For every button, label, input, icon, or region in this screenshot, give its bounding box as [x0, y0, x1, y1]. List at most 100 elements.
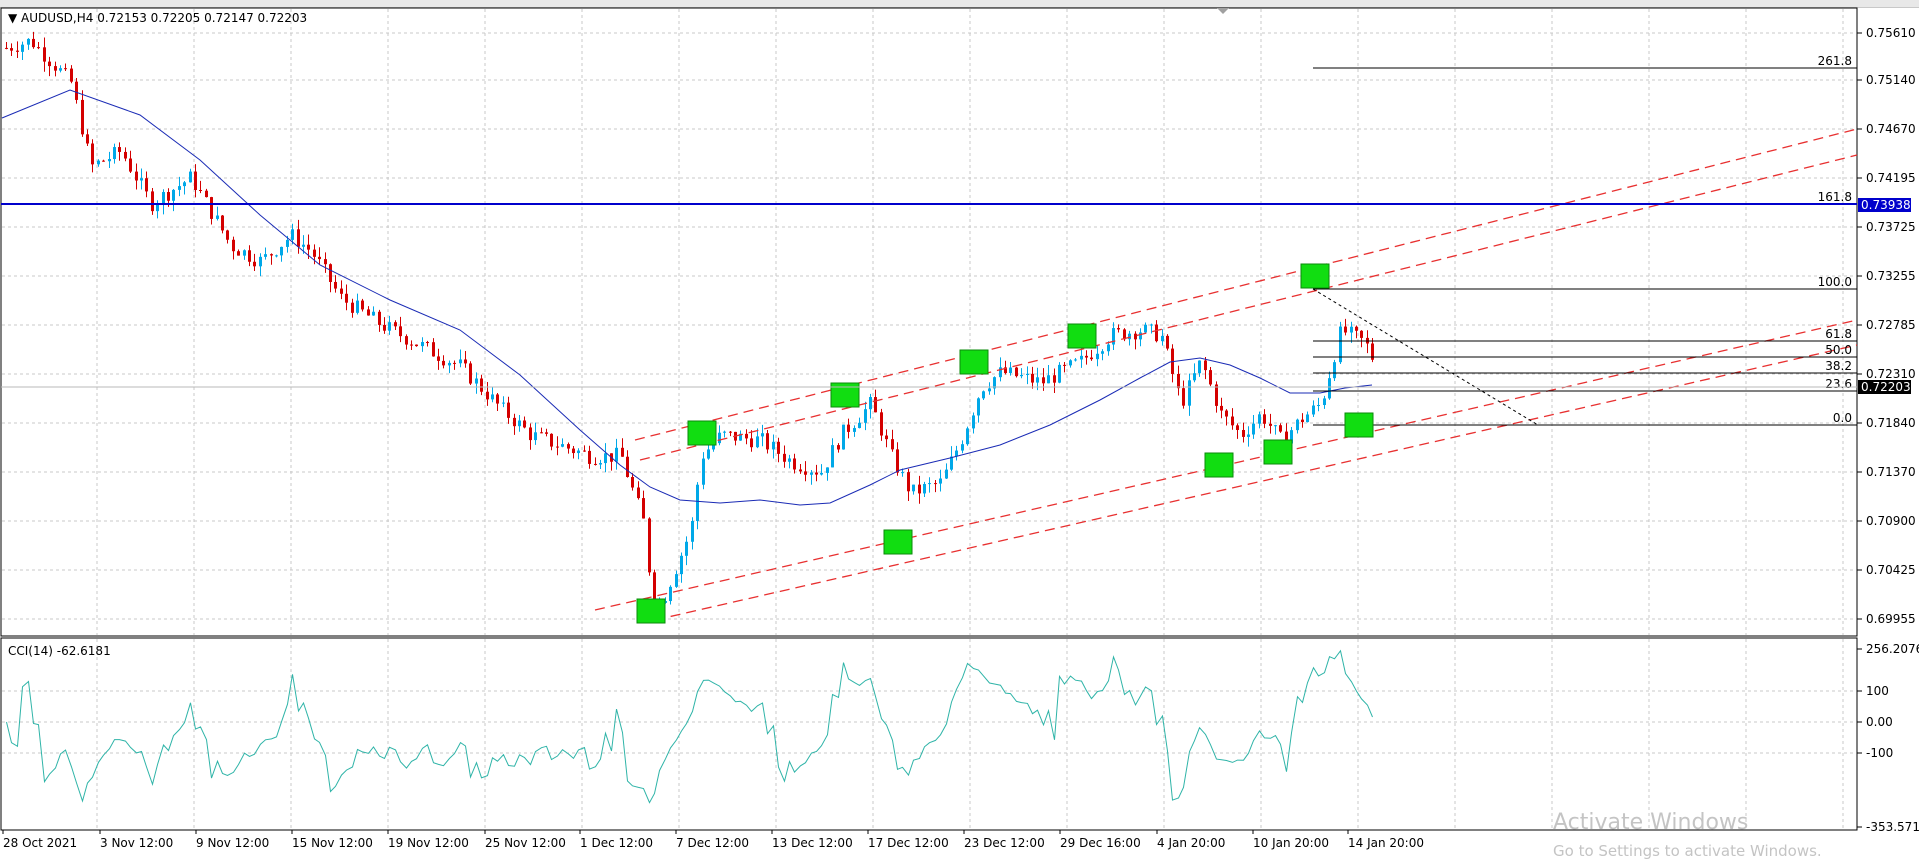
- cci-indicator-pane[interactable]: CCI(14) -62.6181: [0, 637, 1858, 831]
- candle-body: [226, 230, 229, 240]
- candle-body: [1231, 416, 1234, 426]
- candlesticks: [5, 31, 1374, 621]
- candle-body: [1333, 362, 1336, 379]
- candle-body: [1096, 353, 1099, 360]
- candle-body: [1301, 419, 1304, 423]
- candle-body: [1004, 367, 1007, 374]
- time-axis-label: 9 Nov 12:00: [196, 836, 269, 850]
- candle-body: [1134, 333, 1137, 340]
- candle-body: [108, 159, 111, 162]
- candle-body: [318, 256, 321, 260]
- candle-body: [16, 50, 19, 52]
- candle-body: [950, 456, 953, 470]
- time-axis[interactable]: 28 Oct 2021 3 Nov 12:00 9 Nov 12:00 15 Nov …: [2, 830, 1424, 850]
- candle-body: [172, 189, 175, 201]
- candle-body: [118, 147, 121, 152]
- candle-body: [626, 456, 629, 478]
- candle-body: [826, 467, 829, 473]
- activate-windows-subtitle: Go to Settings to activate Windows.: [1553, 842, 1822, 860]
- candle-body: [54, 66, 57, 71]
- candle-body: [939, 478, 942, 484]
- candle-body: [237, 251, 240, 256]
- candle-body: [901, 472, 904, 474]
- candle-body: [64, 68, 67, 70]
- candle-body: [275, 255, 278, 257]
- candle-body: [378, 311, 381, 325]
- candle-body: [421, 342, 424, 347]
- pivot-marker: [1344, 412, 1374, 438]
- candle-body: [723, 431, 726, 433]
- candle-body: [178, 186, 181, 190]
- candle-body: [243, 250, 246, 256]
- candle-body: [880, 412, 883, 436]
- candle-body: [469, 363, 472, 384]
- pivot-marker: [1204, 452, 1234, 478]
- pivot-marker: [636, 598, 666, 624]
- candle-body: [1296, 419, 1299, 431]
- candle-body: [604, 453, 607, 464]
- candle-body: [653, 572, 656, 611]
- candle-body: [550, 433, 553, 447]
- fib-level-label: 23.6: [1825, 377, 1852, 391]
- candle-body: [1058, 364, 1061, 383]
- price-axis-label: 0.74195: [1866, 171, 1916, 185]
- candle-body: [383, 324, 386, 331]
- candle-body: [1344, 326, 1347, 333]
- candle-body: [750, 438, 753, 448]
- fib-level-label: 261.8: [1818, 54, 1852, 68]
- scroll-marker-icon[interactable]: [1217, 8, 1229, 14]
- candle-body: [977, 398, 980, 416]
- fib-trend-line[interactable]: [1312, 288, 1539, 426]
- channel-line[interactable]: [639, 154, 1858, 461]
- candle-body: [934, 483, 937, 485]
- candle-body: [1177, 373, 1180, 389]
- candle-body: [70, 68, 73, 82]
- candle-body: [491, 394, 494, 400]
- candle-body: [675, 574, 678, 587]
- candle-body: [669, 586, 672, 602]
- candle-body: [145, 178, 148, 192]
- fib-level-label: 161.8: [1818, 190, 1852, 204]
- price-axis-label: 0.70425: [1866, 563, 1916, 577]
- candle-body: [496, 394, 499, 404]
- dropdown-triangle-icon[interactable]: ▼: [8, 11, 21, 25]
- time-axis-label: 14 Jan 20:00: [1348, 836, 1424, 850]
- candle-body: [37, 47, 40, 49]
- pivot-marker: [959, 349, 989, 375]
- candle-body: [324, 259, 327, 265]
- candle-body: [334, 281, 337, 289]
- candle-body: [745, 433, 748, 439]
- candle-body: [702, 458, 705, 485]
- pivot-marker: [687, 420, 717, 446]
- candle-body: [1312, 405, 1315, 415]
- candle-body: [599, 463, 602, 465]
- candle-body: [27, 38, 30, 45]
- candle-body: [367, 309, 370, 316]
- time-axis-label: 7 Dec 12:00: [676, 836, 749, 850]
- time-axis-label: 15 Nov 12:00: [292, 836, 373, 850]
- candle-body: [891, 439, 894, 450]
- cci-axis-label: -353.5716: [1866, 820, 1919, 834]
- candle-body: [361, 300, 364, 310]
- price-axis[interactable]: 0.75610 0.75140 0.74670 0.74195 0.73725 0.732…: [1857, 26, 1916, 626]
- candle-body: [372, 311, 375, 316]
- candle-body: [486, 391, 489, 400]
- candle-body: [297, 229, 300, 247]
- cci-axis[interactable]: 256.2076 100 0.00 -100 -353.5716: [1857, 642, 1919, 834]
- candle-body: [1274, 425, 1277, 427]
- candle-body: [432, 342, 435, 357]
- candle-body: [1155, 324, 1158, 342]
- candle-body: [583, 450, 586, 452]
- candle-body: [1188, 380, 1191, 406]
- fibonacci-levels[interactable]: 261.8 161.8 100.0 61.8 50.0 38.2 23.6 0.0: [1312, 54, 1857, 426]
- cci-axis-label: 256.2076: [1866, 642, 1919, 656]
- candle-body: [691, 521, 694, 542]
- main-chart-pane[interactable]: 261.8 161.8 100.0 61.8 50.0 38.2 23.6 0.0 ▼ AUD…: [0, 7, 1858, 637]
- main-grid: [2, 9, 1856, 635]
- candle-body: [1242, 429, 1245, 437]
- candle-body: [961, 444, 964, 451]
- candle-body: [837, 445, 840, 450]
- candle-body: [97, 160, 100, 165]
- candle-body: [1090, 357, 1093, 360]
